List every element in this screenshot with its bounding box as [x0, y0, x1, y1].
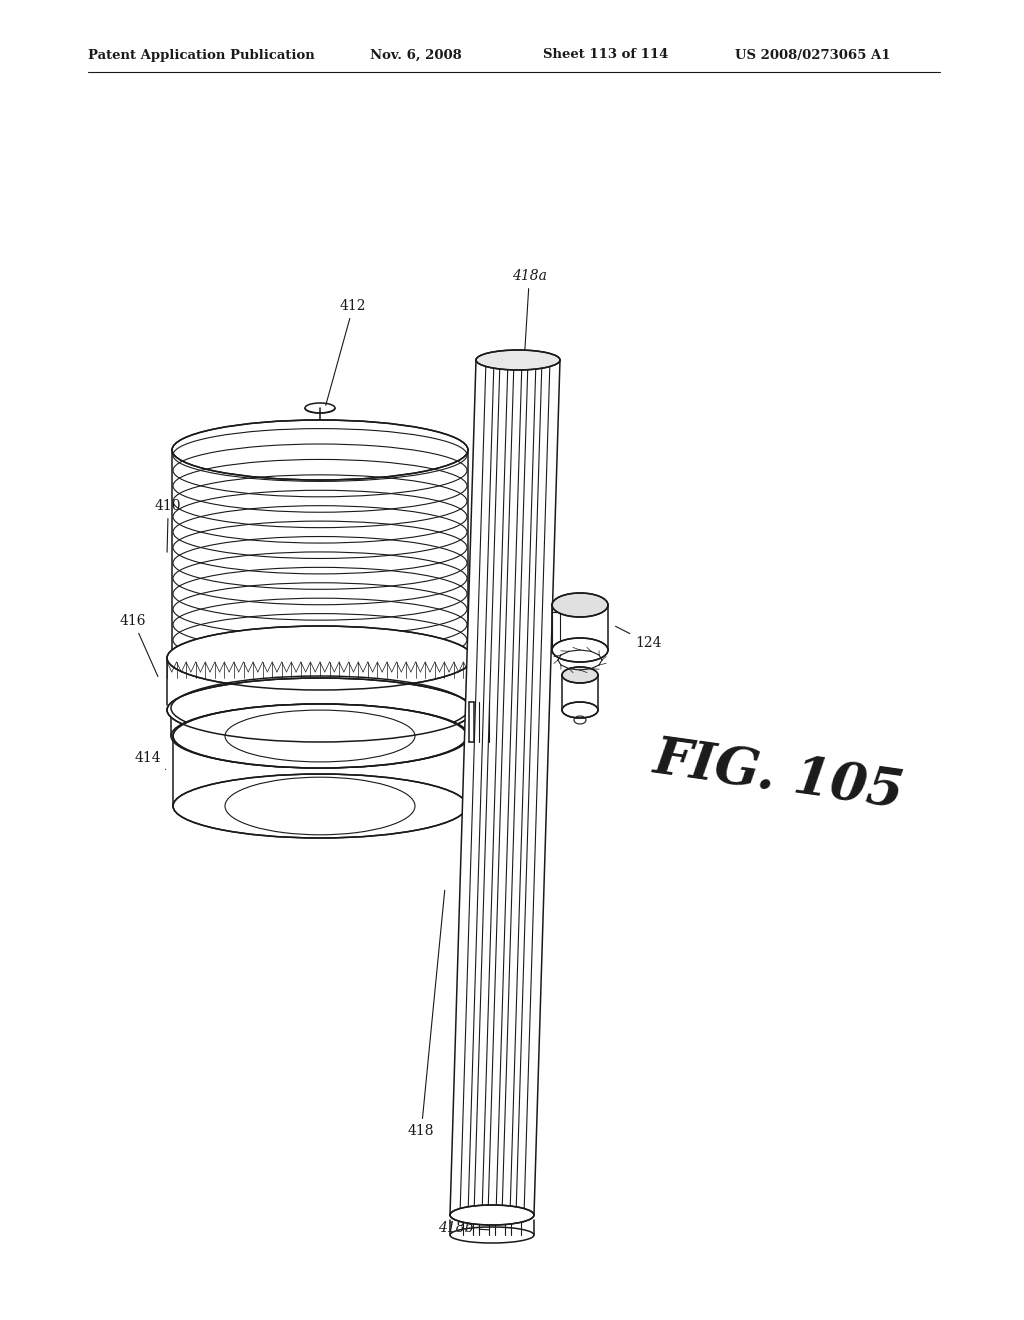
Text: 410: 410	[155, 499, 181, 552]
Polygon shape	[450, 360, 560, 1214]
Ellipse shape	[173, 568, 467, 620]
Ellipse shape	[173, 490, 467, 543]
Ellipse shape	[173, 475, 467, 528]
Ellipse shape	[173, 459, 467, 512]
Ellipse shape	[173, 774, 467, 838]
Ellipse shape	[552, 638, 608, 663]
Ellipse shape	[167, 678, 473, 742]
Text: Sheet 113 of 114: Sheet 113 of 114	[543, 49, 669, 62]
Text: 414: 414	[135, 751, 166, 770]
Ellipse shape	[476, 350, 560, 370]
Ellipse shape	[173, 614, 467, 667]
Ellipse shape	[173, 521, 467, 574]
Ellipse shape	[173, 536, 467, 589]
Text: 124: 124	[615, 626, 662, 649]
Ellipse shape	[173, 506, 467, 558]
Text: 418a: 418a	[512, 269, 547, 378]
Ellipse shape	[562, 667, 598, 682]
Text: 412: 412	[326, 300, 367, 405]
Text: FIG. 105: FIG. 105	[650, 733, 907, 818]
Ellipse shape	[173, 704, 467, 768]
Ellipse shape	[562, 702, 598, 718]
Text: 416: 416	[120, 614, 158, 676]
Text: 418: 418	[408, 890, 444, 1138]
Text: Nov. 6, 2008: Nov. 6, 2008	[370, 49, 462, 62]
Text: 418b: 418b	[438, 1221, 489, 1236]
Ellipse shape	[173, 598, 467, 651]
Ellipse shape	[167, 626, 473, 690]
Text: Patent Application Publication: Patent Application Publication	[88, 49, 314, 62]
Ellipse shape	[172, 420, 468, 480]
Ellipse shape	[173, 582, 467, 635]
Ellipse shape	[173, 444, 467, 496]
Ellipse shape	[173, 552, 467, 605]
Ellipse shape	[173, 429, 467, 482]
Text: US 2008/0273065 A1: US 2008/0273065 A1	[735, 49, 891, 62]
Ellipse shape	[450, 1205, 534, 1225]
Ellipse shape	[552, 593, 608, 616]
